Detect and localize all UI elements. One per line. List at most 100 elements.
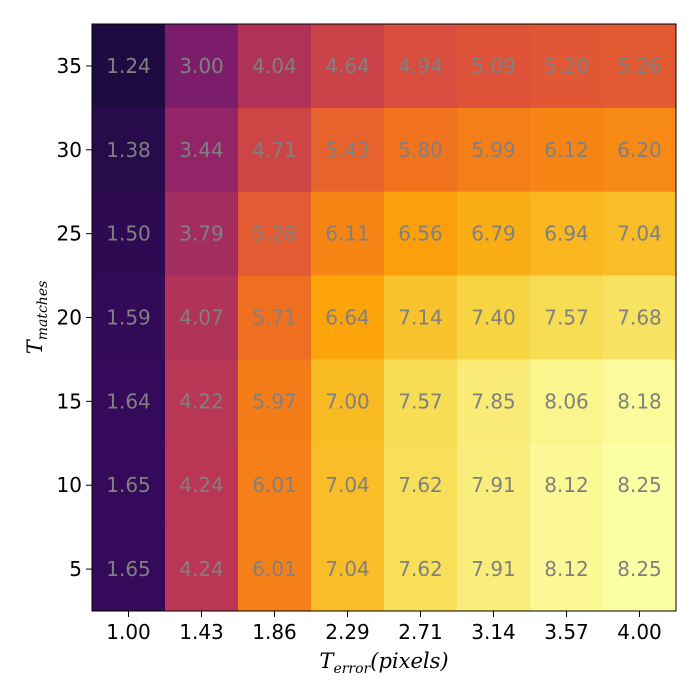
x-tick-label: 2.71 [398,620,443,644]
y-axis-ticks: 35 30 25 20 15 10 5 [57,54,92,581]
heatmap-cell [92,24,166,109]
heatmap-cell [530,527,604,612]
heatmap-cell-label: 6.01 [252,473,297,497]
heatmap-cell-label: 8.12 [544,557,589,581]
heatmap-cell-labels: 1.24 3.00 4.04 4.64 4.94 5.09 5.20 5.26 1.38 3.44… [106,54,662,581]
heatmap-cells [92,24,677,612]
x-tick-label: 1.43 [179,620,224,644]
heatmap-cell [384,359,458,444]
x-axis-label-subscript: error [333,661,371,677]
heatmap-cell-label: 3.44 [179,138,224,162]
heatmap-cell-label: 4.71 [252,138,297,162]
heatmap-cell [603,191,677,277]
heatmap-cell [238,107,312,193]
heatmap-cell-label: 7.00 [325,389,370,413]
heatmap-cell [238,191,312,277]
heatmap-cell-label: 4.24 [179,473,224,497]
heatmap-cell-label: 1.38 [106,138,151,162]
x-tick-label: 1.00 [106,620,151,644]
heatmap-cell [530,443,604,528]
x-tick-label: 4.00 [617,620,662,644]
heatmap-cell-label: 6.11 [325,222,370,246]
heatmap-cell [165,24,239,109]
heatmap-cell-label: 4.22 [179,389,224,413]
heatmap-cell-label: 8.25 [617,557,662,581]
x-tick-label: 3.14 [471,620,516,644]
heatmap-cell-label: 5.20 [544,54,589,78]
y-tick-label: 10 [57,473,82,497]
heatmap-cell [238,24,312,109]
heatmap-cell [165,527,239,612]
heatmap-cell [92,191,166,277]
heatmap-cell [603,359,677,444]
heatmap-cell-label: 4.94 [398,54,443,78]
heatmap-cell-label: 4.64 [325,54,370,78]
heatmap-cell-label: 7.14 [398,306,443,330]
heatmap-cell [457,107,531,193]
heatmap-cell-label: 4.24 [179,557,224,581]
heatmap-cell [311,359,385,444]
x-axis-label-suffix: (pixels) [370,649,448,673]
y-tick-label: 25 [57,222,82,246]
heatmap-cell-label: 6.20 [617,138,662,162]
heatmap-cell-label: 7.91 [471,557,516,581]
heatmap-cell-label: 8.25 [617,473,662,497]
heatmap-cell [530,275,604,360]
heatmap-cell-label: 1.59 [106,306,151,330]
heatmap-cell-label: 7.85 [471,389,516,413]
heatmap-cell-label: 1.65 [106,473,151,497]
heatmap-cell-label: 8.06 [544,389,589,413]
heatmap-cell-label: 1.50 [106,222,151,246]
y-tick-label: 5 [69,557,82,581]
heatmap-cell-label: 1.24 [106,54,151,78]
heatmap-cell-label: 8.18 [617,389,662,413]
heatmap-cell [311,443,385,528]
heatmap-cell [530,107,604,193]
y-axis-label: Tmatches [23,281,51,355]
heatmap-cell-label: 6.64 [325,306,370,330]
heatmap-cell-label: 6.94 [544,222,589,246]
heatmap-cell [92,107,166,193]
heatmap-cell [311,107,385,193]
heatmap-cell [457,527,531,612]
heatmap-cell-label: 5.43 [325,138,370,162]
heatmap-cell [384,527,458,612]
heatmap-cell [457,275,531,360]
heatmap-cell [457,359,531,444]
heatmap-cell [92,443,166,528]
heatmap-cell-label: 6.01 [252,557,297,581]
heatmap-cell-label: 7.68 [617,306,662,330]
heatmap-cell [603,527,677,612]
heatmap-cell-label: 5.09 [471,54,516,78]
heatmap-cell [165,107,239,193]
heatmap-cell [165,443,239,528]
heatmap-cell [384,443,458,528]
x-axis-label-main: T [319,649,335,673]
heatmap-cell [92,275,166,360]
heatmap-cell-label: 7.57 [398,389,443,413]
heatmap-cell [384,191,458,277]
heatmap-cell-label: 3.00 [179,54,224,78]
heatmap-cell [384,107,458,193]
y-tick-label: 30 [57,138,82,162]
heatmap-cell [603,443,677,528]
heatmap-cell-label: 6.12 [544,138,589,162]
heatmap-cell-label: 7.62 [398,473,443,497]
heatmap-cell-label: 7.04 [325,473,370,497]
heatmap-cell-label: 5.28 [252,222,297,246]
heatmap-cell [530,191,604,277]
heatmap-cell [603,24,677,109]
heatmap-cell [530,24,604,109]
heatmap-cell [384,24,458,109]
y-axis-label-main: T [23,338,47,354]
heatmap-cell [238,527,312,612]
heatmap-cell-label: 7.04 [617,222,662,246]
heatmap-cell-label: 1.65 [106,557,151,581]
heatmap-cell [311,275,385,360]
y-tick-label: 20 [57,306,82,330]
heatmap-cell-label: 5.99 [471,138,516,162]
heatmap-cell-label: 7.40 [471,306,516,330]
heatmap-cell-label: 7.04 [325,557,370,581]
heatmap-cell [165,275,239,360]
